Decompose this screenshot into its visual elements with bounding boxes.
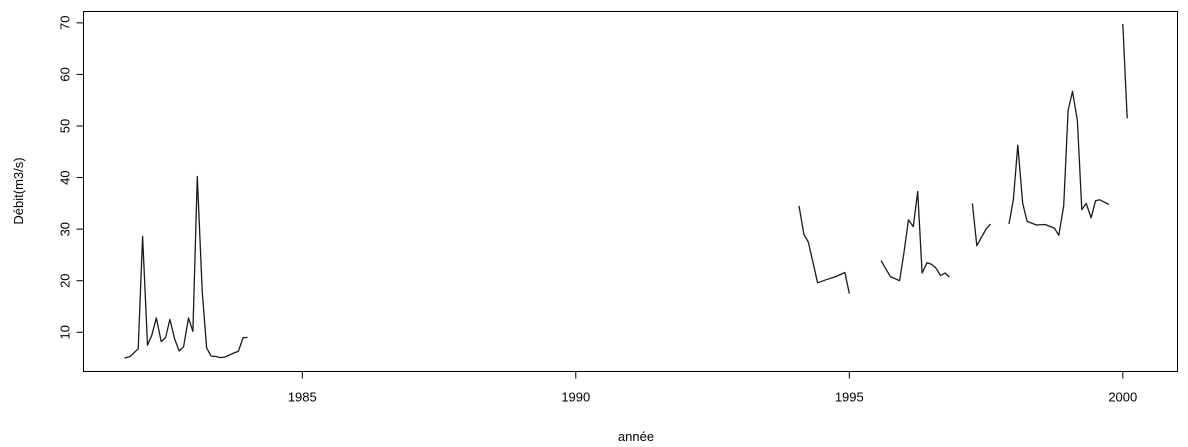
series-segment-4 [971, 203, 991, 247]
series-group [124, 23, 1128, 359]
series-segment-3 [880, 190, 950, 282]
series-segment-5 [1008, 90, 1110, 236]
x-tick-label-1985: 1985 [288, 390, 317, 405]
series-segment-1 [124, 175, 248, 359]
x-tick-label-1990: 1990 [561, 390, 590, 405]
x-tick-label-1995: 1995 [835, 390, 864, 405]
series-segment-6 [1122, 23, 1128, 119]
y-tick-label-20: 20 [58, 273, 73, 287]
x-axis: 1985 1990 1995 2000 [288, 371, 1137, 405]
y-tick-label-40: 40 [58, 170, 73, 184]
y-tick-label-50: 50 [58, 119, 73, 133]
y-tick-label-60: 60 [58, 67, 73, 81]
x-tick-label-2000: 2000 [1108, 390, 1137, 405]
y-axis-title: Débit(m3/s) [11, 157, 26, 224]
y-tick-label-70: 70 [58, 16, 73, 30]
series-segment-2 [798, 205, 850, 294]
y-tick-label-10: 10 [58, 325, 73, 339]
y-axis: 10 20 30 40 50 60 70 [58, 16, 84, 340]
x-axis-title: année [618, 429, 654, 444]
y-tick-label-30: 30 [58, 222, 73, 236]
